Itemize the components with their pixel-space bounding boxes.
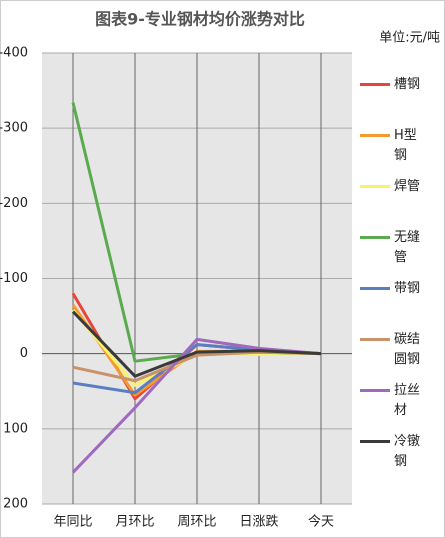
legend-label: 碳结圆钢 — [394, 332, 421, 367]
legend-label: 焊管 — [394, 179, 421, 194]
chart-title: 图表9-专业钢材均价涨势对比 — [95, 10, 305, 29]
x-tick-label: 今天 — [308, 514, 334, 530]
y-tick-label: -300 — [0, 121, 28, 136]
y-tick-label: -400 — [0, 46, 28, 61]
legend-swatch — [360, 389, 390, 392]
legend-item: 拉丝材 — [360, 378, 445, 429]
legend-swatch — [360, 338, 390, 341]
legend-item: 带钢 — [360, 276, 445, 327]
legend-swatch — [360, 440, 390, 443]
y-tick-label: 100 — [3, 421, 28, 436]
legend-label: 带钢 — [394, 281, 421, 296]
legend-swatch — [360, 83, 390, 86]
legend-swatch — [360, 287, 390, 290]
legend-item: H型钢 — [360, 123, 445, 174]
series-line — [71, 310, 322, 378]
legend-item: 槽钢 — [360, 72, 445, 123]
legend-item: 冷镦钢 — [360, 429, 445, 480]
legend-item: 无缝管 — [360, 225, 445, 276]
unit-label: 单位:元/吨 — [379, 31, 440, 46]
legend-item: 焊管 — [360, 174, 445, 225]
legend-item: 碳结圆钢 — [360, 327, 445, 378]
legend-swatch — [360, 185, 390, 188]
series-line — [71, 337, 322, 474]
legend-label: H型钢 — [394, 128, 417, 163]
legend: 槽钢 H型钢焊管无缝管带钢碳结圆钢拉丝材冷镦钢 — [360, 72, 445, 480]
legend-label: 无缝管 — [394, 230, 421, 265]
legend-swatch — [360, 134, 390, 137]
y-tick-label: -200 — [0, 196, 28, 211]
legend-label: 拉丝材 — [394, 383, 421, 418]
x-tick-label: 年同比 — [53, 515, 92, 530]
y-tick-label: 200 — [3, 497, 28, 512]
legend-swatch — [360, 236, 390, 239]
legend-label: 槽钢 — [394, 77, 421, 92]
y-tick-label: 0 — [20, 346, 28, 361]
x-tick-label: 月环比 — [115, 515, 154, 530]
y-tick-label: -100 — [0, 271, 28, 286]
x-tick-label: 周环比 — [177, 515, 216, 530]
legend-label: 冷镦钢 — [394, 434, 421, 469]
x-tick-label: 日涨跌 — [239, 514, 278, 530]
